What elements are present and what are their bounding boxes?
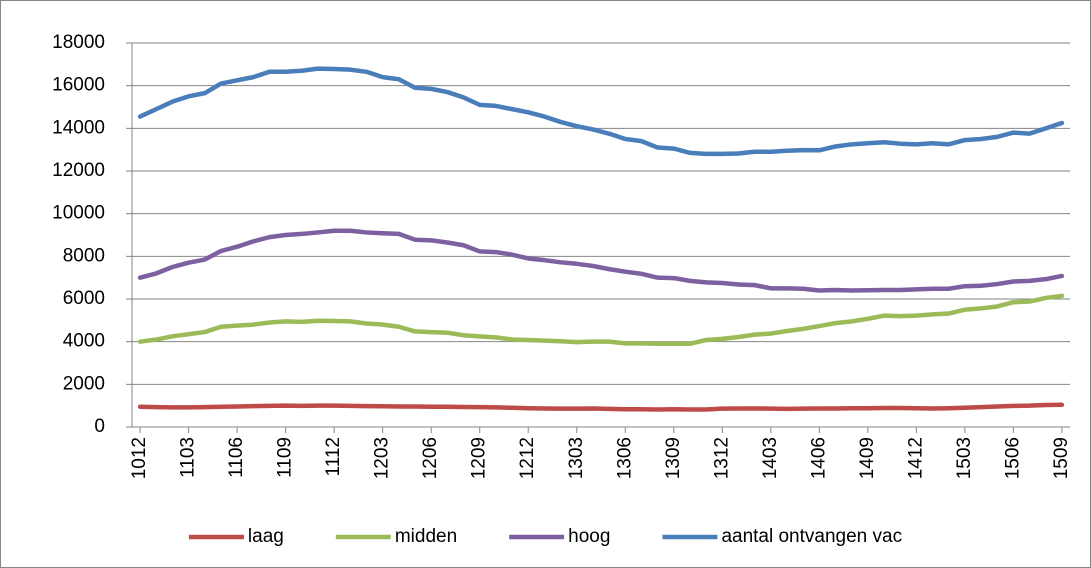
x-tick-label: 1506 (1002, 437, 1023, 479)
y-tick-label: 4000 (63, 331, 105, 352)
y-tick-label: 18000 (52, 32, 105, 53)
legend-label: midden (395, 526, 457, 547)
x-tick-label: 1212 (517, 437, 538, 479)
x-tick-label: 1109 (275, 437, 296, 478)
x-tick-label: 1406 (808, 437, 829, 479)
y-tick-label: 16000 (52, 75, 105, 96)
y-tick-label: 0 (94, 416, 105, 437)
x-tick-label: 1503 (954, 437, 975, 479)
y-tick-label: 2000 (63, 373, 105, 394)
y-tick-label: 14000 (52, 117, 105, 138)
legend-label: aantal ontvangen vac (721, 526, 902, 547)
series-line (137, 293, 1065, 347)
x-tick-label: 1306 (614, 437, 635, 479)
legend-label: hoog (568, 526, 610, 547)
series-line (137, 402, 1065, 412)
x-tick-label: 1509 (1051, 437, 1072, 479)
x-tick-label: 1412 (905, 437, 926, 479)
x-tick-label: 1112 (323, 437, 344, 476)
x-tick-label: 1206 (420, 437, 441, 479)
y-tick-label: 10000 (52, 203, 105, 224)
x-tick-label: 1303 (566, 437, 587, 479)
y-tick-label: 12000 (52, 160, 105, 181)
x-tick-label: 1409 (857, 437, 878, 479)
series-line (137, 66, 1065, 157)
x-tick-label: 1203 (372, 437, 393, 479)
y-tick-label: 6000 (63, 288, 105, 309)
x-tick-label: 1309 (663, 437, 684, 479)
series-line (137, 228, 1065, 293)
legend-label: laag (248, 526, 284, 547)
x-tick-label: 1312 (711, 437, 732, 479)
x-tick-label: 1103 (178, 437, 199, 478)
x-tick-label: 1012 (129, 437, 150, 479)
x-tick-label: 1209 (469, 437, 490, 479)
legend: laag midden hoog aantal ontvangen vac (188, 526, 902, 547)
x-tick-label: 1403 (760, 437, 781, 479)
y-tick-label: 8000 (63, 245, 105, 266)
x-tick-label: 1106 (226, 437, 247, 478)
